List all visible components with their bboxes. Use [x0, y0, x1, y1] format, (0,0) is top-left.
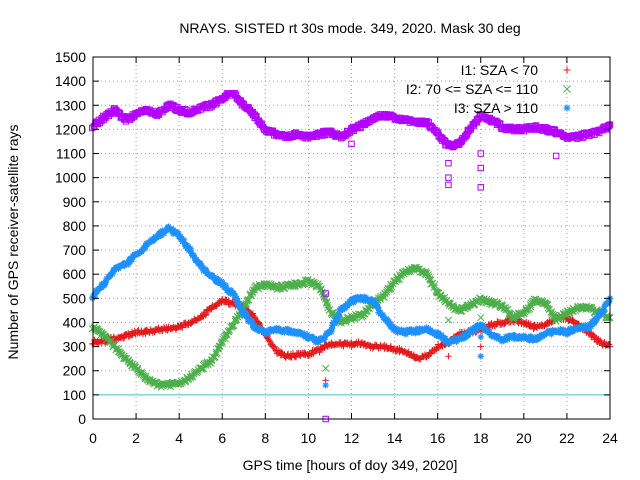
y-tick-label: 700 [63, 242, 87, 258]
x-tick-label: 0 [89, 430, 97, 446]
y-tick-label: 500 [63, 290, 87, 306]
outlier-point [552, 152, 560, 160]
legend-label: I2: 70 <= SZA <= 110 [406, 81, 538, 97]
chart-title: NRAYS. SISTED rt 30s mode. 349, 2020. Ma… [179, 20, 520, 36]
x-tick-label: 22 [559, 430, 575, 446]
x-tick-label: 12 [344, 430, 360, 446]
outlier-point [322, 382, 329, 389]
legend: I1: SZA < 70 I2: 70 <= SZA <= 110 I3: SZA … [406, 62, 571, 116]
x-tick-label: 20 [516, 430, 532, 446]
y-tick-label: 1500 [55, 49, 86, 65]
y-tick-label: 800 [63, 218, 87, 234]
legend-label: I1: SZA < 70 [461, 62, 539, 78]
legend-marker [563, 66, 571, 74]
outlier-point [445, 174, 452, 181]
x-tick-label: 6 [218, 430, 226, 446]
outlier-point [477, 314, 485, 322]
x-tick-label: 14 [387, 430, 403, 446]
x-tick-label: 8 [261, 430, 269, 446]
outlier-point [445, 353, 452, 360]
y-tick-label: 1300 [55, 97, 86, 113]
x-tick-label: 18 [473, 430, 489, 446]
x-axis-label: GPS time [hours of doy 349, 2020] [243, 457, 458, 473]
series-band [93, 298, 612, 362]
y-tick-label: 400 [63, 314, 87, 330]
y-tick-label: 1200 [55, 121, 86, 137]
x-tick-label: 4 [175, 430, 183, 446]
y-tick-label: 200 [63, 363, 87, 379]
x-tick-label: 10 [301, 430, 317, 446]
y-tick-label: 1000 [55, 170, 86, 186]
outlier-point [477, 333, 484, 341]
outlier-point [445, 159, 452, 167]
x-tick-label: 2 [132, 430, 140, 446]
legend-marker [563, 104, 571, 112]
y-tick-label: 900 [63, 194, 87, 210]
y-tick-label: 100 [63, 387, 87, 403]
series-1 [88, 263, 614, 391]
y-tick-label: 0 [78, 411, 86, 427]
outlier-point [445, 181, 452, 189]
y-tick-label: 300 [63, 339, 87, 355]
outlier-point [444, 316, 452, 324]
data-points [88, 89, 614, 423]
outlier-point [477, 353, 484, 360]
legend-marker [563, 85, 571, 93]
outlier-point [477, 343, 484, 350]
y-tick-label: 1400 [55, 73, 86, 89]
y-axis-label: Number of GPS receiver-satellite rays [5, 125, 21, 360]
legend-label: I3: SZA > 110 [454, 100, 538, 116]
x-tick-label: 16 [430, 430, 446, 446]
y-tick-label: 1100 [56, 146, 86, 162]
x-tick-label: 24 [602, 430, 618, 446]
y-tick-label: 600 [63, 266, 87, 282]
